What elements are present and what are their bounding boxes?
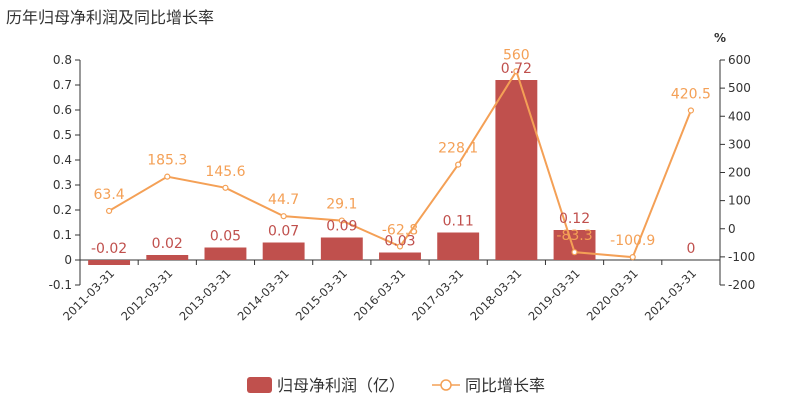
left-tick-label: 0.4 [53, 153, 72, 167]
growth-point [629, 254, 636, 261]
growth-value-label: 44.7 [268, 192, 299, 208]
bar-value-label: -0.02 [91, 241, 127, 257]
growth-value-label: 228.1 [438, 141, 478, 157]
x-tick-label: 2021-03-31 [642, 266, 699, 323]
bar [320, 237, 363, 260]
left-tick-label: 0.1 [53, 228, 72, 242]
x-tick-label: 2015-03-31 [293, 266, 350, 323]
growth-value-label: 29.1 [326, 197, 357, 213]
growth-value-label: -83.3 [556, 228, 592, 244]
bar-value-label: 0 [686, 241, 695, 257]
growth-point [105, 207, 113, 215]
x-tick-label: 2019-03-31 [526, 266, 583, 323]
growth-point [513, 68, 520, 75]
growth-point [455, 161, 462, 168]
bars-group [88, 80, 596, 265]
growth-point [164, 173, 171, 180]
bar [146, 255, 189, 260]
x-tick-label: 2012-03-31 [118, 266, 175, 323]
line-group [105, 68, 695, 261]
legend-line-label: 同比增长率 [465, 376, 545, 395]
axes-group: -0.1 0 0.1 0.2 0.3 0.4 0.5 0.6 0.7 0.8 -200 -100 0 10… [49, 31, 756, 323]
growth-point [338, 217, 345, 224]
bar [262, 242, 305, 260]
growth-point [396, 243, 404, 250]
right-tick-label: 400 [728, 109, 751, 123]
legend-line-marker [440, 379, 452, 391]
chart-title: 历年归母净利润及同比增长率 [6, 8, 215, 27]
growth-value-label: 420.5 [671, 86, 711, 102]
bar-value-label: 0.72 [501, 61, 532, 77]
bar-value-label: 0.11 [443, 214, 474, 230]
right-tick-label: 500 [728, 81, 751, 95]
legend-bar-swatch [247, 377, 272, 393]
left-tick-label: 0.6 [53, 103, 72, 117]
left-tick-label: -0.1 [49, 278, 72, 292]
left-tick-label: 0 [64, 253, 72, 267]
labels-group: -0.02 0.02 0.05 0.07 0.09 0.03 0.11 0.72 0.12 0 63… [91, 47, 711, 257]
growth-point [222, 184, 229, 191]
right-tick-label: 600 [728, 53, 751, 67]
right-axis-unit: % [714, 31, 726, 45]
legend-bar-label: 归母净利润（亿） [277, 376, 405, 395]
growth-value-label: -62.8 [382, 222, 418, 238]
growth-value-label: -100.9 [610, 233, 655, 249]
left-tick-label: 0.2 [53, 203, 72, 217]
bar-value-label: 0.12 [559, 211, 590, 227]
x-tick-label: 2014-03-31 [235, 266, 292, 323]
left-tick-label: 0.3 [53, 178, 72, 192]
legend-group: 归母净利润（亿） 同比增长率 [247, 376, 545, 395]
left-tick-label: 0.7 [53, 78, 72, 92]
right-tick-label: 300 [728, 137, 751, 151]
left-tick-label: 0.8 [53, 53, 72, 67]
x-tick-label: 2011-03-31 [60, 266, 117, 323]
bar-value-label: 0.03 [384, 234, 415, 250]
bar [495, 80, 538, 260]
x-tick-label: 2017-03-31 [409, 266, 466, 323]
bar-value-label: 0.02 [152, 236, 183, 252]
x-tick-label: 2018-03-31 [467, 266, 524, 323]
growth-point [280, 213, 287, 220]
growth-value-label: 185.3 [147, 153, 187, 169]
growth-value-label: 560 [503, 47, 530, 63]
x-tick-label: 2016-03-31 [351, 266, 408, 323]
bar-value-label: 0.07 [268, 224, 299, 240]
bar [437, 232, 480, 260]
right-tick-label: 100 [728, 194, 751, 208]
bar-value-label: 0.09 [326, 219, 357, 235]
bar [379, 252, 421, 260]
right-tick-label: 0 [728, 222, 736, 236]
growth-point [687, 107, 695, 114]
growth-value-label: 145.6 [205, 164, 245, 180]
x-tick-label: 2013-03-31 [176, 266, 233, 323]
growth-point [571, 249, 578, 256]
left-tick-label: 0.5 [53, 128, 72, 142]
right-tick-label: -100 [728, 250, 755, 264]
x-tick-label: 2020-03-31 [584, 266, 641, 323]
right-tick-label: -200 [728, 278, 755, 292]
right-tick-label: 200 [728, 166, 751, 180]
growth-value-label: 63.4 [94, 187, 125, 203]
bar [88, 260, 131, 265]
bar-value-label: 0.05 [210, 229, 241, 245]
bar [204, 247, 247, 260]
